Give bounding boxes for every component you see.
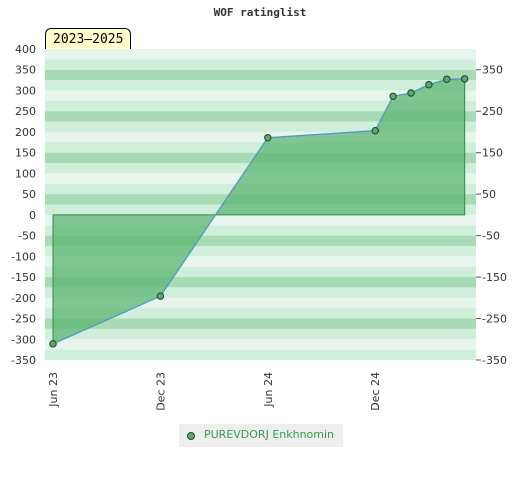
y-tick-label-right: 350 <box>482 64 503 77</box>
y-tick-label-right: -350 <box>482 354 507 367</box>
grid-band <box>45 49 476 60</box>
y-tick-label-left: 0 <box>29 209 36 222</box>
data-point <box>425 80 433 89</box>
x-tick-label: Jun 23 <box>47 372 60 408</box>
grid-band <box>45 111 476 122</box>
grid-band <box>45 318 476 329</box>
y-tick-label-left: -150 <box>11 271 36 284</box>
legend: PUREVDORJ Enkhnomin <box>179 424 343 447</box>
grid-band <box>45 287 476 298</box>
y-tick-label-left: -50 <box>18 230 36 243</box>
y-tick-label-left: 150 <box>15 147 36 160</box>
grid-band <box>45 266 476 278</box>
data-point <box>407 89 415 97</box>
grid-band <box>45 225 476 236</box>
y-tick-label-left: -200 <box>11 292 36 305</box>
data-point <box>264 134 272 142</box>
y-tick-label-right: -150 <box>482 271 507 284</box>
grid-band <box>45 121 476 132</box>
legend-label: PUREVDORJ Enkhnomin <box>204 428 335 441</box>
y-tick-label-left: 300 <box>15 84 36 97</box>
data-point <box>443 75 451 83</box>
y-tick-label-left: 350 <box>15 64 36 77</box>
grid-band <box>45 297 476 309</box>
grid-band <box>45 131 476 143</box>
grid-band <box>45 214 476 226</box>
y-tick-label-right: -250 <box>482 313 507 326</box>
grid-band <box>45 100 476 112</box>
chart-title: WOF ratinglist <box>213 6 307 19</box>
grid-band <box>45 59 476 70</box>
grid-band <box>45 328 476 340</box>
grid-band <box>45 256 476 267</box>
x-tick-label: Dec 23 <box>154 372 167 411</box>
data-point <box>371 126 379 135</box>
grid-band <box>45 277 476 288</box>
grid-band <box>45 90 476 101</box>
data-point <box>156 292 165 300</box>
x-tick-label: Dec 24 <box>369 372 382 411</box>
y-tick-label-left: 400 <box>15 43 36 56</box>
data-point <box>461 75 469 83</box>
y-tick-label-right: 150 <box>482 147 503 160</box>
data-point <box>389 92 397 100</box>
season-badge: 2023–2025 <box>45 28 132 50</box>
y-tick-label-left: 200 <box>15 126 36 139</box>
y-tick-label-left: -250 <box>11 313 36 326</box>
legend-marker <box>187 432 195 440</box>
y-tick-label-left: 50 <box>22 188 36 201</box>
grid-band <box>45 245 476 257</box>
data-point <box>49 340 57 348</box>
y-tick-label-right: 250 <box>482 105 503 118</box>
x-tick-label: Jun 24 <box>262 372 275 408</box>
y-tick-label-left: 250 <box>15 105 36 118</box>
grid-band <box>45 235 476 246</box>
y-tick-label-left: -300 <box>11 333 36 346</box>
grid-band <box>45 80 476 91</box>
y-tick-label-right: -50 <box>482 230 500 243</box>
grid-band <box>45 308 476 319</box>
y-tick-label-left: -100 <box>11 250 36 263</box>
y-tick-label-left: 100 <box>15 167 36 180</box>
grid-band <box>45 349 476 360</box>
y-tick-label-right: 50 <box>482 188 496 201</box>
y-tick-label-left: -350 <box>11 354 36 367</box>
grid-band <box>45 339 476 350</box>
grid-band <box>45 69 476 81</box>
